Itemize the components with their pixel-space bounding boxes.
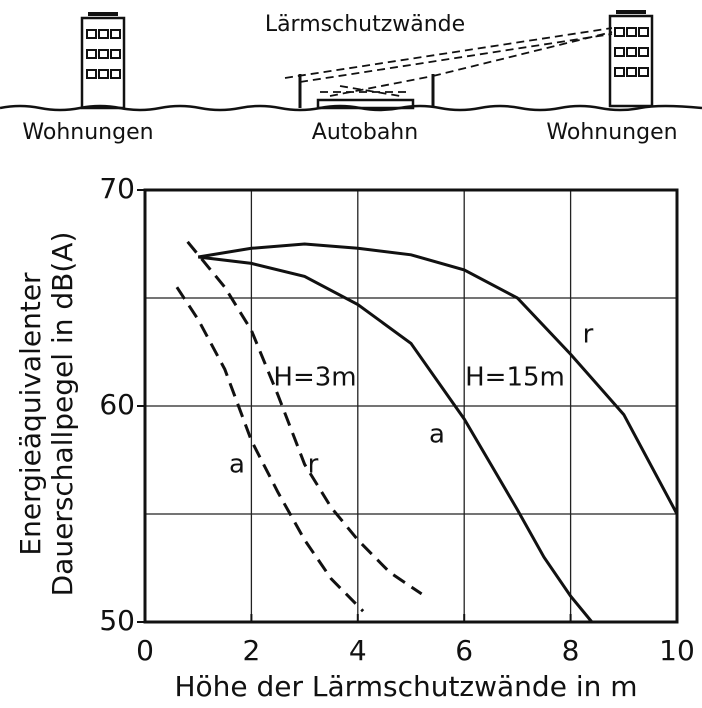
building — [82, 18, 124, 108]
x-tick-label: 2 — [242, 634, 260, 667]
y-axis-label: Energieäquivalenter — [14, 272, 47, 556]
x-tick-label: 8 — [562, 634, 580, 667]
line-series — [188, 242, 422, 594]
building — [610, 16, 652, 106]
x-tick-label: 10 — [659, 634, 695, 667]
x-tick-label: 4 — [349, 634, 367, 667]
series-label: r — [308, 450, 319, 480]
x-axis-label: Höhe der Lärmschutzwände in m — [174, 670, 637, 703]
diagram-label: Autobahn — [312, 120, 418, 145]
x-tick-label: 0 — [136, 634, 154, 667]
page: Lärmschutzwände Wohnungen Autobahn Wohnu… — [0, 0, 702, 704]
diagram-label: Wohnungen — [546, 120, 677, 145]
diagram-label: Wohnungen — [22, 120, 153, 145]
diagram: Lärmschutzwände Wohnungen Autobahn Wohnu… — [0, 12, 702, 145]
y-tick-label: 50 — [99, 604, 135, 637]
line-series — [177, 287, 363, 611]
line-series — [198, 257, 592, 622]
series-label: a — [429, 420, 445, 450]
series-label: r — [583, 320, 594, 350]
y-tick-label: 70 — [99, 172, 135, 205]
diagram-title: Lärmschutzwände — [265, 12, 465, 37]
x-tick-label: 6 — [455, 634, 473, 667]
group-label: H=15m — [465, 363, 565, 393]
road — [318, 100, 413, 108]
group-label: H=3m — [273, 363, 356, 393]
y-axis-label: Dauerschallpegel in dB(A) — [46, 232, 79, 597]
series-label: a — [229, 450, 245, 480]
y-tick-label: 60 — [99, 388, 135, 421]
sound-rays — [285, 28, 612, 96]
